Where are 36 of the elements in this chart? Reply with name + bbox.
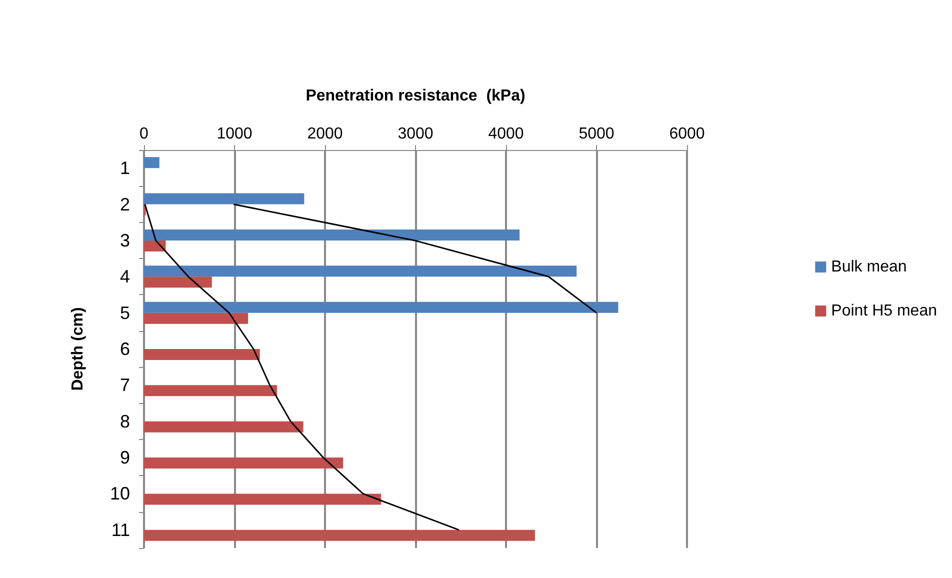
legend-label: Bulk mean: [831, 258, 907, 276]
y-tick-label: 6: [120, 339, 130, 359]
y-tick-label: 11: [111, 520, 130, 540]
y-tick-label: 1: [120, 158, 130, 178]
bar: [144, 266, 577, 277]
x-tick-label: 6000: [669, 126, 705, 142]
bar: [144, 458, 344, 469]
y-tick-label: 4: [120, 266, 130, 287]
y-tick-label: 9: [120, 448, 130, 468]
bar: [144, 240, 166, 252]
bar: [144, 421, 304, 432]
y-tick-label: 5: [120, 302, 130, 323]
y-axis-title: Depth (cm): [70, 307, 86, 391]
bar: [144, 302, 618, 313]
y-tick-label: 8: [120, 411, 130, 432]
x-tick-label: 3000: [398, 126, 434, 142]
x-tick-label: 0: [140, 126, 149, 142]
bar: [144, 385, 278, 396]
y-tick-label: 3: [120, 230, 130, 250]
y-tick-label: 7: [120, 375, 130, 396]
bar: [144, 494, 382, 505]
bar: [144, 193, 304, 204]
bar: [144, 312, 248, 324]
y-tick-label: 2: [120, 194, 130, 214]
bar: [144, 530, 535, 541]
bar: [144, 157, 160, 168]
x-tick-label: 2000: [307, 126, 343, 142]
legend-label: Point H5 mean: [831, 302, 938, 320]
x-tick-label: 1000: [216, 126, 252, 142]
bar: [144, 276, 212, 288]
x-axis-title: Penetration resistance (kPa): [306, 88, 526, 104]
x-tick-label: 4000: [488, 126, 524, 142]
bar: [144, 349, 260, 360]
x-tick-label: 5000: [578, 126, 614, 142]
bar: [144, 229, 520, 240]
y-tick-label: 10: [110, 484, 130, 504]
